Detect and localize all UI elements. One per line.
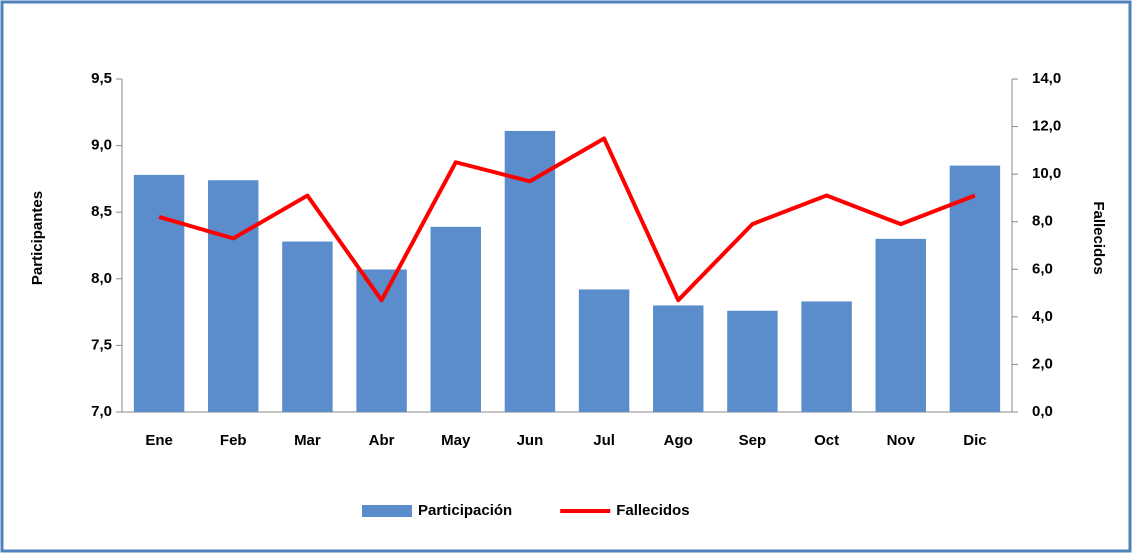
x-tick-label: Feb	[220, 432, 247, 449]
x-tick-label: Jul	[593, 432, 615, 449]
y-tick-label: 8,5	[91, 203, 112, 220]
line-series	[158, 136, 976, 303]
y2-tick-label: 14,0	[1032, 70, 1061, 87]
y2-tick-label: 6,0	[1032, 260, 1053, 277]
y2-tick-label: 4,0	[1032, 308, 1053, 325]
y2-tick-label: 2,0	[1032, 355, 1053, 372]
y-axis-label: Participantes	[29, 191, 46, 285]
x-tick-label: Ene	[145, 432, 173, 449]
y2-tick-label: 8,0	[1032, 213, 1053, 230]
y-tick-label: 9,0	[91, 137, 112, 154]
bar	[653, 305, 704, 412]
bar	[208, 180, 259, 412]
x-tick-label: May	[441, 432, 471, 449]
x-tick-label: Jun	[517, 432, 544, 449]
x-tick-label: Sep	[739, 432, 767, 449]
x-tick-label: Nov	[887, 432, 916, 449]
bar	[356, 269, 407, 412]
x-tick-label: Abr	[369, 432, 395, 449]
x-tick-label: Mar	[294, 432, 321, 449]
bar	[801, 301, 852, 412]
y2-axis-label: Fallecidos	[1090, 201, 1107, 274]
bar	[430, 226, 481, 412]
y-tick-label: 9,5	[91, 70, 112, 87]
bar	[133, 174, 185, 412]
y-tick-label: 7,0	[91, 403, 112, 420]
x-tick-label: Oct	[814, 432, 839, 449]
y2-tick-label: 12,0	[1032, 118, 1061, 135]
bar	[578, 289, 630, 412]
y-tick-label: 7,5	[91, 336, 112, 353]
legend-label: Participación	[418, 502, 512, 519]
bar	[875, 238, 926, 412]
legend-swatch	[362, 505, 412, 517]
bar	[949, 165, 1001, 412]
legend-label: Fallecidos	[616, 502, 689, 519]
x-tick-label: Ago	[664, 432, 693, 449]
bar	[727, 310, 778, 412]
y-tick-label: 8,0	[91, 270, 112, 287]
y2-tick-label: 10,0	[1032, 165, 1061, 182]
y2-tick-label: 0,0	[1032, 403, 1053, 420]
x-tick-label: Dic	[963, 432, 986, 449]
bar	[282, 241, 333, 412]
